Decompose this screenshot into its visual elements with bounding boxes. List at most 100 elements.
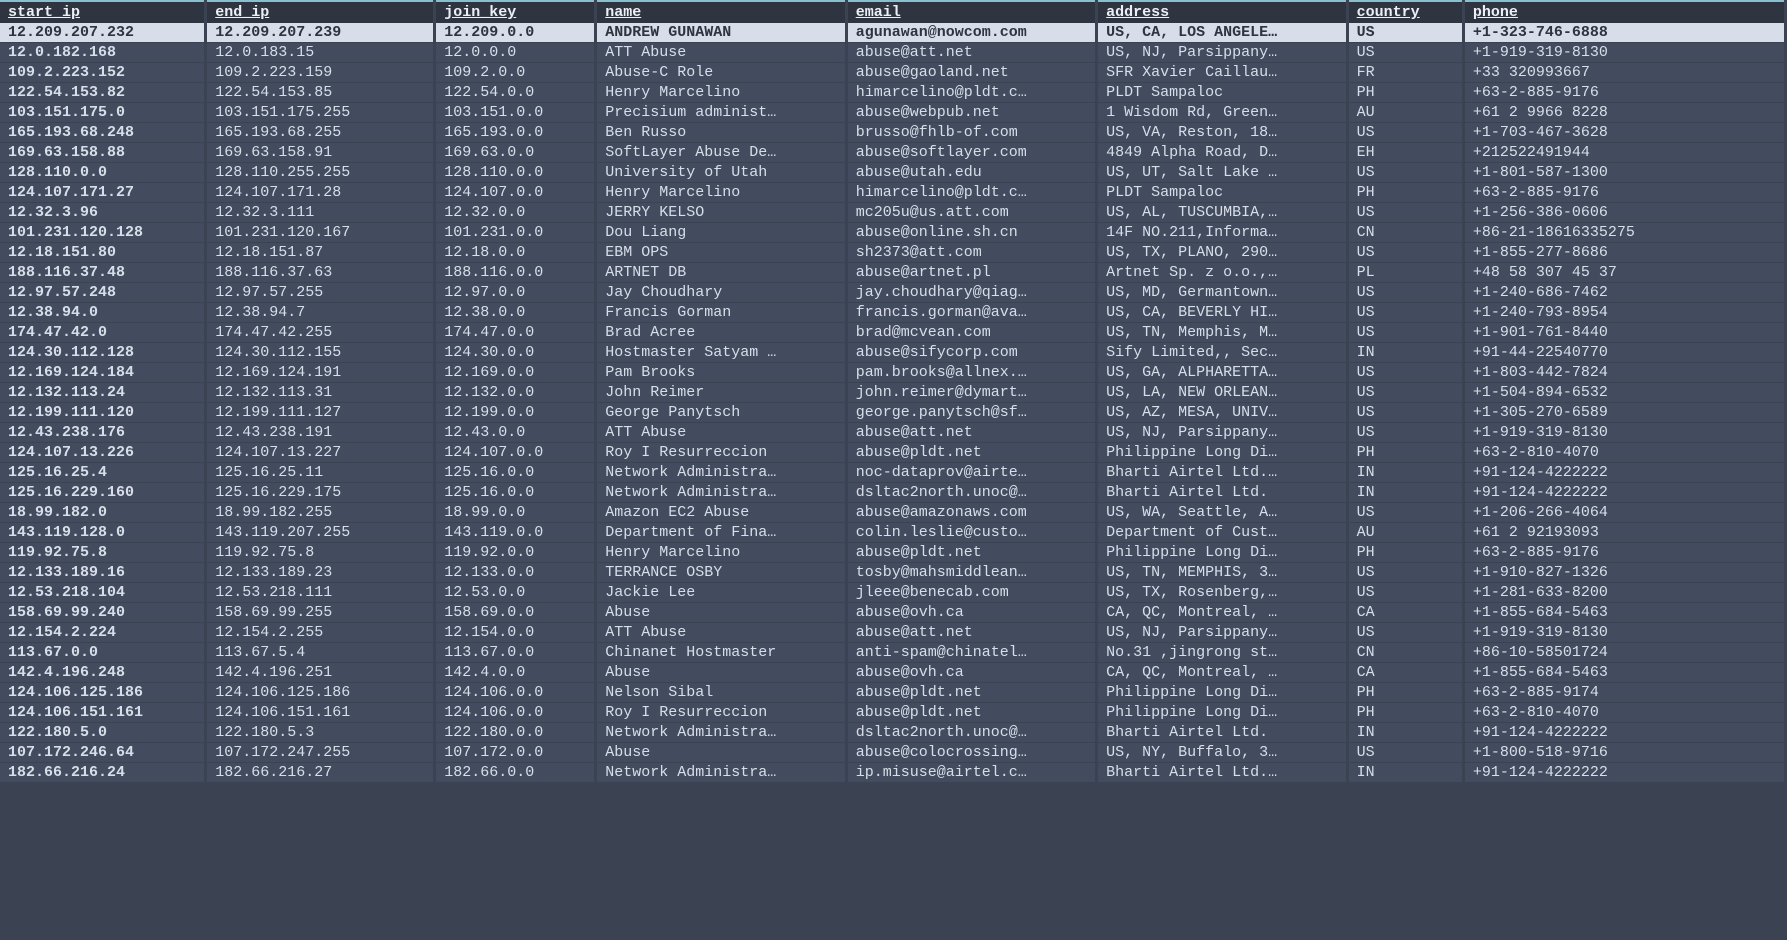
cell-name: Nelson Sibal [596, 683, 846, 703]
table-row[interactable]: 119.92.75.8119.92.75.8119.92.0.0Henry Ma… [0, 543, 1786, 563]
cell-join_key: 12.169.0.0 [435, 363, 596, 383]
table-row[interactable]: 128.110.0.0128.110.255.255128.110.0.0Uni… [0, 163, 1786, 183]
table-row[interactable]: 12.97.57.24812.97.57.25512.97.0.0Jay Cho… [0, 283, 1786, 303]
table-row[interactable]: 12.0.182.16812.0.183.1512.0.0.0ATT Abuse… [0, 43, 1786, 63]
cell-end_ip: 174.47.42.255 [206, 323, 435, 343]
cell-start_ip: 12.199.111.120 [0, 403, 206, 423]
table-row[interactable]: 124.30.112.128124.30.112.155124.30.0.0Ho… [0, 343, 1786, 363]
cell-email: pam.brooks@allnex.… [846, 363, 1096, 383]
table-row[interactable]: 124.107.13.226124.107.13.227124.107.0.0R… [0, 443, 1786, 463]
cell-country: PH [1347, 443, 1463, 463]
cell-address: US, MD, Germantown… [1097, 283, 1347, 303]
cell-email: francis.gorman@ava… [846, 303, 1096, 323]
cell-name: Brad Acree [596, 323, 846, 343]
cell-name: Network Administra… [596, 463, 846, 483]
cell-start_ip: 12.32.3.96 [0, 203, 206, 223]
cell-phone: +86-21-18616335275 [1463, 223, 1785, 243]
cell-email: tosby@mahsmiddlean… [846, 563, 1096, 583]
cell-start_ip: 113.67.0.0 [0, 643, 206, 663]
cell-address: US, VA, Reston, 18… [1097, 123, 1347, 143]
column-header-phone[interactable]: phone [1463, 1, 1785, 23]
column-header-country[interactable]: country [1347, 1, 1463, 23]
cell-country: US [1347, 623, 1463, 643]
table-row[interactable]: 12.18.151.8012.18.151.8712.18.0.0EBM OPS… [0, 243, 1786, 263]
cell-email: john.reimer@dymart… [846, 383, 1096, 403]
table-row[interactable]: 125.16.25.4125.16.25.11125.16.0.0Network… [0, 463, 1786, 483]
cell-country: US [1347, 283, 1463, 303]
cell-name: Abuse [596, 743, 846, 763]
table-row[interactable]: 101.231.120.128101.231.120.167101.231.0.… [0, 223, 1786, 243]
table-row[interactable]: 122.54.153.82122.54.153.85122.54.0.0Henr… [0, 83, 1786, 103]
cell-phone: +33 320993667 [1463, 63, 1785, 83]
table-row[interactable]: 124.106.125.186124.106.125.186124.106.0.… [0, 683, 1786, 703]
cell-email: abuse@softlayer.com [846, 143, 1096, 163]
cell-email: abuse@colocrossing… [846, 743, 1096, 763]
cell-country: CA [1347, 603, 1463, 623]
cell-name: Amazon EC2 Abuse [596, 503, 846, 523]
cell-name: John Reimer [596, 383, 846, 403]
cell-name: Network Administra… [596, 763, 846, 783]
cell-country: US [1347, 363, 1463, 383]
table-row[interactable]: 12.199.111.12012.199.111.12712.199.0.0Ge… [0, 403, 1786, 423]
table-row[interactable]: 12.32.3.9612.32.3.11112.32.0.0JERRY KELS… [0, 203, 1786, 223]
cell-start_ip: 128.110.0.0 [0, 163, 206, 183]
cell-end_ip: 113.67.5.4 [206, 643, 435, 663]
table-row[interactable]: 12.154.2.22412.154.2.25512.154.0.0ATT Ab… [0, 623, 1786, 643]
column-header-address[interactable]: address [1097, 1, 1347, 23]
table-row[interactable]: 103.151.175.0103.151.175.255103.151.0.0P… [0, 103, 1786, 123]
cell-name: Precisium administ… [596, 103, 846, 123]
table-row[interactable]: 12.133.189.1612.133.189.2312.133.0.0TERR… [0, 563, 1786, 583]
table-row[interactable]: 12.169.124.18412.169.124.19112.169.0.0Pa… [0, 363, 1786, 383]
table-row[interactable]: 142.4.196.248142.4.196.251142.4.0.0Abuse… [0, 663, 1786, 683]
cell-name: Chinanet Hostmaster [596, 643, 846, 663]
table-row[interactable]: 12.209.207.23212.209.207.23912.209.0.0AN… [0, 23, 1786, 43]
table-row[interactable]: 188.116.37.48188.116.37.63188.116.0.0ART… [0, 263, 1786, 283]
cell-start_ip: 182.66.216.24 [0, 763, 206, 783]
table-row[interactable]: 143.119.128.0143.119.207.255143.119.0.0D… [0, 523, 1786, 543]
cell-phone: +91-124-4222222 [1463, 723, 1785, 743]
table-row[interactable]: 174.47.42.0174.47.42.255174.47.0.0Brad A… [0, 323, 1786, 343]
cell-country: AU [1347, 523, 1463, 543]
cell-start_ip: 12.18.151.80 [0, 243, 206, 263]
cell-name: JERRY KELSO [596, 203, 846, 223]
table-row[interactable]: 12.43.238.17612.43.238.19112.43.0.0ATT A… [0, 423, 1786, 443]
cell-name: Abuse-C Role [596, 63, 846, 83]
table-row[interactable]: 182.66.216.24182.66.216.27182.66.0.0Netw… [0, 763, 1786, 783]
cell-email: abuse@amazonaws.com [846, 503, 1096, 523]
cell-name: EBM OPS [596, 243, 846, 263]
table-row[interactable]: 122.180.5.0122.180.5.3122.180.0.0Network… [0, 723, 1786, 743]
table-row[interactable]: 107.172.246.64107.172.247.255107.172.0.0… [0, 743, 1786, 763]
cell-email: agunawan@nowcom.com [846, 23, 1096, 43]
column-header-name[interactable]: name [596, 1, 846, 23]
cell-join_key: 125.16.0.0 [435, 483, 596, 503]
table-row[interactable]: 124.106.151.161124.106.151.161124.106.0.… [0, 703, 1786, 723]
table-row[interactable]: 12.38.94.012.38.94.712.38.0.0Francis Gor… [0, 303, 1786, 323]
cell-country: PH [1347, 683, 1463, 703]
cell-name: ANDREW GUNAWAN [596, 23, 846, 43]
table-row[interactable]: 109.2.223.152109.2.223.159109.2.0.0Abuse… [0, 63, 1786, 83]
column-header-start_ip[interactable]: start_ip [0, 1, 206, 23]
cell-join_key: 12.38.0.0 [435, 303, 596, 323]
table-row[interactable]: 12.53.218.10412.53.218.11112.53.0.0Jacki… [0, 583, 1786, 603]
table-row[interactable]: 165.193.68.248165.193.68.255165.193.0.0B… [0, 123, 1786, 143]
column-header-join_key[interactable]: join_key [435, 1, 596, 23]
cell-start_ip: 109.2.223.152 [0, 63, 206, 83]
cell-end_ip: 12.32.3.111 [206, 203, 435, 223]
cell-start_ip: 122.180.5.0 [0, 723, 206, 743]
table-row[interactable]: 12.132.113.2412.132.113.3112.132.0.0John… [0, 383, 1786, 403]
table-row[interactable]: 18.99.182.018.99.182.25518.99.0.0Amazon … [0, 503, 1786, 523]
cell-email: abuse@att.net [846, 423, 1096, 443]
column-header-email[interactable]: email [846, 1, 1096, 23]
cell-join_key: 18.99.0.0 [435, 503, 596, 523]
table-row[interactable]: 158.69.99.240158.69.99.255158.69.0.0Abus… [0, 603, 1786, 623]
table-row[interactable]: 125.16.229.160125.16.229.175125.16.0.0Ne… [0, 483, 1786, 503]
cell-end_ip: 122.54.153.85 [206, 83, 435, 103]
cell-email: jay.choudhary@qiag… [846, 283, 1096, 303]
cell-phone: +1-281-633-8200 [1463, 583, 1785, 603]
cell-join_key: 107.172.0.0 [435, 743, 596, 763]
cell-address: Sify Limited,, Sec… [1097, 343, 1347, 363]
column-header-end_ip[interactable]: end_ip [206, 1, 435, 23]
table-row[interactable]: 113.67.0.0113.67.5.4113.67.0.0Chinanet H… [0, 643, 1786, 663]
table-row[interactable]: 169.63.158.88169.63.158.91169.63.0.0Soft… [0, 143, 1786, 163]
table-row[interactable]: 124.107.171.27124.107.171.28124.107.0.0H… [0, 183, 1786, 203]
